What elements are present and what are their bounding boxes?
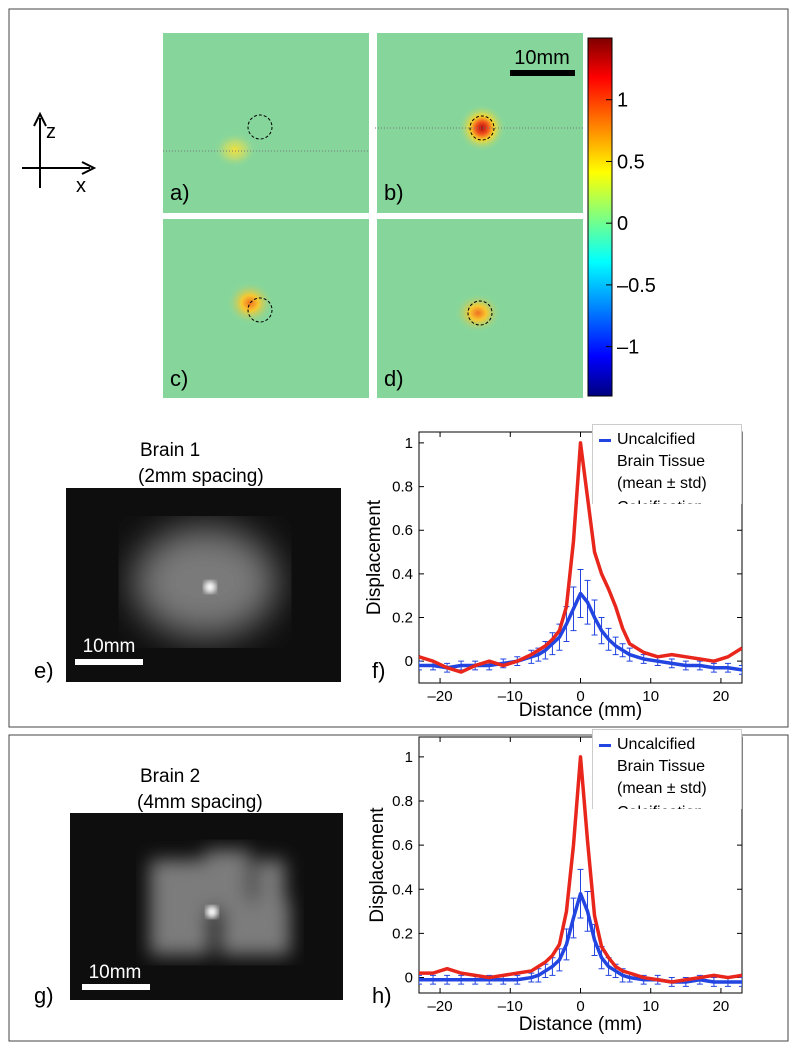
legend-entry: Uncalcified Brain Tissue (mean ± std)	[599, 734, 735, 800]
legend-label: Uncalcified Brain Tissue (mean ± std)	[617, 431, 707, 492]
legend-entry: Uncalcified Brain Tissue (mean ± std)	[599, 429, 735, 495]
y-tick-label: 1	[405, 749, 413, 766]
scale-bar-label: 10mm	[89, 962, 142, 983]
orientation-axes	[22, 111, 97, 188]
y-tick-label: 0.6	[392, 522, 413, 539]
x-tick-label: 0	[576, 688, 584, 705]
colorbar-tick-label: 1	[617, 90, 628, 112]
frame-top	[8, 8, 789, 728]
colorbar-tick-label: 0	[617, 213, 628, 235]
x-tick-label: –20	[428, 688, 453, 705]
colorbar-tick-label: –1	[617, 337, 639, 359]
error-bar	[419, 974, 422, 985]
legend-entry: Calcification	[599, 497, 735, 504]
photo-subtitle: (4mm spacing)	[137, 792, 263, 813]
heatmap-c: c)	[163, 219, 369, 398]
x-tick-label: 20	[713, 998, 730, 1015]
panel-label: h)	[372, 983, 392, 1008]
plot-series	[419, 755, 742, 987]
y-tick-label: 0.8	[392, 793, 413, 810]
x-tick-label: –10	[498, 688, 523, 705]
x-axis-label: Distance (mm)	[519, 700, 643, 721]
y-axis-label: Displacement	[364, 499, 385, 615]
panel-label: g)	[34, 983, 54, 1008]
plot-series	[419, 441, 742, 675]
legend: Uncalcified Brain Tissue (mean ± std) Cal…	[592, 729, 742, 809]
y-tick-label: 0.8	[392, 479, 413, 496]
legend-swatch	[599, 439, 611, 442]
series-line	[419, 441, 742, 674]
y-tick-label: 0.2	[392, 925, 413, 942]
y-tick-label: 0.2	[392, 610, 413, 627]
series-line	[419, 591, 742, 672]
panel-label: f)	[372, 658, 385, 683]
axis-x-label: x	[76, 175, 86, 197]
y-tick-label: 0	[405, 653, 413, 670]
scale-bar-label: 10mm	[83, 636, 136, 657]
photo-brain-2: 10mm	[70, 813, 343, 1000]
x-axis-label: Distance (mm)	[519, 1014, 643, 1035]
photo-brain-1: 10mm	[66, 488, 341, 682]
y-tick-label: 0.6	[392, 837, 413, 854]
y-tick-label: 0.4	[392, 566, 413, 583]
photo-subtitle: (2mm spacing)	[138, 466, 264, 487]
error-bar	[419, 660, 422, 671]
panel-label: d)	[384, 366, 404, 391]
panel-label: b)	[384, 180, 404, 205]
x-tick-label: 0	[576, 998, 584, 1015]
panel-label: a)	[170, 180, 190, 205]
legend-entry: Calcification	[599, 802, 735, 809]
colorbar-tick-label: –0.5	[617, 275, 656, 297]
photo-title: Brain 1	[140, 440, 200, 461]
heatmap-b: 10mm b)	[375, 33, 583, 213]
legend-label: Calcification	[617, 802, 703, 809]
colorbar-tick-label: 0.5	[617, 151, 645, 173]
x-tick-label: 10	[642, 688, 659, 705]
axis-z-label: z	[46, 121, 56, 143]
y-axis-label: Displacement	[367, 807, 388, 923]
heatmap-d: d)	[377, 219, 583, 398]
legend-box: Uncalcified Brain Tissue (mean ± std) Cal…	[592, 729, 742, 809]
y-tick-label: 1	[405, 435, 413, 452]
photo-title: Brain 2	[140, 766, 200, 787]
x-tick-label: 10	[642, 998, 659, 1015]
y-tick-label: 0	[405, 970, 413, 987]
series-line	[419, 755, 742, 984]
error-bar	[739, 977, 742, 987]
y-tick-label: 0.4	[392, 881, 413, 898]
panel-label: c)	[170, 366, 188, 391]
x-tick-label: 20	[713, 688, 730, 705]
scale-bar-label: 10mm	[514, 47, 570, 69]
heatmap-a: a)	[163, 33, 369, 213]
legend-box: Uncalcified Brain Tissue (mean ± std) Cal…	[592, 424, 742, 504]
colorbar	[587, 37, 613, 397]
legend-label: Uncalcified Brain Tissue (mean ± std)	[617, 736, 707, 797]
frame-bottom	[8, 734, 789, 1042]
legend-swatch	[599, 744, 611, 747]
legend: Uncalcified Brain Tissue (mean ± std) Cal…	[592, 424, 742, 504]
x-tick-label: –10	[498, 998, 523, 1015]
legend-label: Calcification	[617, 497, 703, 504]
panel-label: e)	[34, 658, 54, 683]
error-bar	[739, 665, 742, 675]
x-tick-label: –20	[428, 998, 453, 1015]
